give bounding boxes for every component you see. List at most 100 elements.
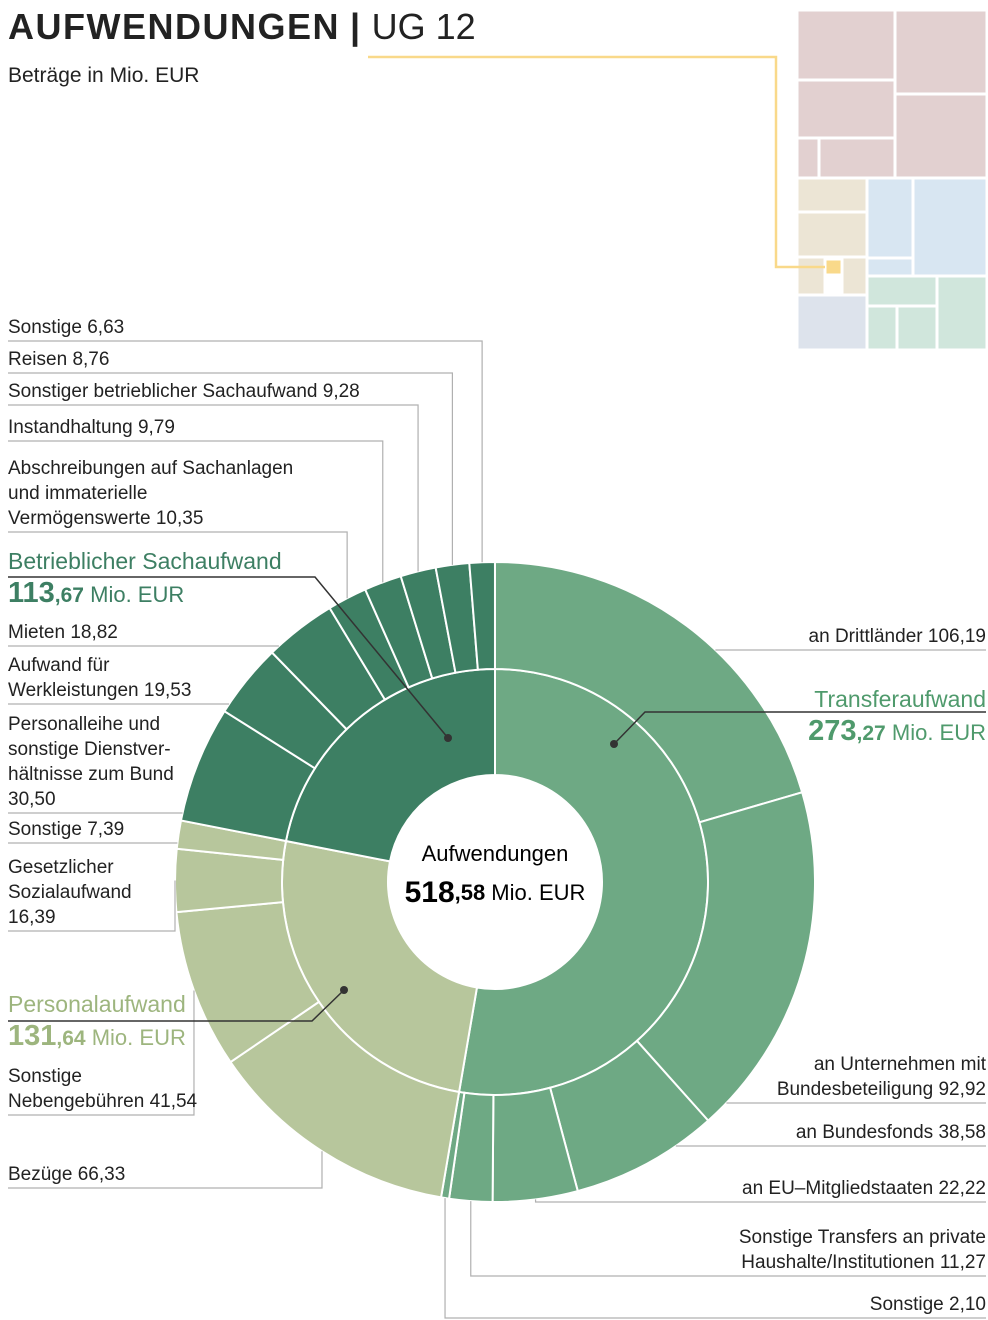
segment-label: Instandhaltung 9,79	[8, 415, 175, 440]
segment-label: Sonstige 6,63	[8, 315, 124, 340]
segment-name: Gesetzlicher Sozialaufwand	[8, 857, 132, 903]
segment-value: 41,54	[149, 1091, 198, 1112]
title-code: UG 12	[371, 6, 476, 47]
thumb-cell	[817, 136, 897, 180]
group-dot	[610, 740, 618, 748]
segment-name: an Unternehmen mit Bundesbeteiligung	[776, 1054, 986, 1100]
segment-label: Abschreibungen auf Sachanlagen und immat…	[8, 456, 293, 531]
segment-value: 6,63	[87, 317, 125, 338]
segment-value: 16,39	[8, 907, 56, 928]
thumb-cell	[795, 176, 869, 214]
group-unit: Mio. EUR	[891, 720, 986, 745]
outer-segment	[468, 560, 496, 671]
thumb-cell	[865, 304, 899, 352]
thumb-cell	[893, 8, 988, 96]
segment-name: Reisen	[8, 349, 68, 370]
thumb-cell	[795, 136, 821, 180]
group-label: Transferaufwand 273,27 Mio. EUR	[808, 685, 986, 752]
segment-name: an Drittländer	[808, 626, 923, 647]
segment-name: Bezüge	[8, 1164, 73, 1185]
group-leader	[613, 711, 986, 745]
segment-value: 19,53	[143, 680, 192, 701]
thumb-cell	[865, 274, 939, 308]
leader-line	[534, 1199, 986, 1203]
leader-line	[8, 372, 454, 565]
leader-line	[8, 440, 384, 583]
segment-value: 38,58	[938, 1122, 986, 1143]
leader-line	[8, 531, 348, 599]
segment-value: 7,39	[87, 819, 125, 840]
segment-value: 106,19	[927, 626, 986, 647]
segment-value: 92,92	[938, 1079, 986, 1100]
group-unit: Mio. EUR	[91, 1025, 186, 1050]
segment-value: 10,35	[155, 508, 204, 529]
leader-line	[8, 340, 483, 563]
thumb-highlight	[823, 257, 844, 277]
group-leader	[8, 576, 449, 739]
segment-value: 8,76	[72, 349, 110, 370]
segment-name: Mieten	[8, 622, 66, 643]
segment-label: an Unternehmen mit Bundesbeteiligung 92,…	[777, 1052, 986, 1102]
outer-segment	[635, 791, 816, 1123]
segment-name: Aufwand für Werkleistungen	[8, 655, 139, 701]
thumb-cell	[840, 255, 869, 297]
segment-name: Sonstige Nebengebühren	[8, 1066, 145, 1112]
title-separator: |	[350, 6, 362, 47]
group-value-line: 131,64 Mio. EUR	[8, 1018, 186, 1057]
subtitle: Beträge in Mio. EUR	[8, 64, 200, 87]
leader-line	[8, 404, 419, 572]
segment-value: 18,82	[70, 622, 118, 643]
segment-label: an Drittländer 106,19	[809, 624, 986, 649]
center-value: 518,58	[405, 876, 486, 909]
segment-value: 2,10	[949, 1294, 986, 1315]
group-name: Betrieblicher Sachaufwand	[8, 548, 282, 574]
segment-label: an EU–Mitgliedstaaten 22,22	[742, 1176, 986, 1201]
segment-label: Bezüge 66,33	[8, 1162, 125, 1187]
segment-label: Sonstige 7,39	[8, 817, 124, 842]
group-name: Personalaufwand	[8, 991, 186, 1017]
connector	[368, 55, 825, 269]
segment-value: 9,79	[137, 417, 175, 438]
group-leader	[8, 989, 345, 1022]
segment-label: Gesetzlicher Sozialaufwand 16,39	[8, 855, 132, 930]
segment-value: 9,28	[322, 381, 360, 402]
segment-label: Mieten 18,82	[8, 620, 118, 645]
group-value: 131,64	[8, 1020, 86, 1052]
segment-name: an Bundesfonds	[795, 1122, 934, 1143]
segment-name: Sonstige	[869, 1294, 944, 1315]
leader-line	[8, 1151, 323, 1189]
segment-name: Sonstige Transfers an private Haushalte/…	[738, 1227, 986, 1273]
outer-segment	[494, 560, 804, 824]
group-name: Transferaufwand	[814, 686, 986, 712]
group-dot	[444, 734, 452, 742]
segment-name: Personalleihe und sonstige Dienstver- hä…	[8, 714, 174, 785]
segment-label: Sonstige Nebengebühren 41,54	[8, 1064, 197, 1114]
thumb-cell	[893, 92, 988, 180]
segment-value: 22,22	[938, 1178, 986, 1199]
segment-name: an EU–Mitgliedstaaten	[742, 1178, 934, 1199]
leader-line	[8, 990, 195, 1116]
thumb-cell	[911, 176, 988, 278]
segment-name: Instandhaltung	[8, 417, 133, 438]
segment-label: an Bundesfonds 38,58	[796, 1120, 986, 1145]
group-label: Betrieblicher Sachaufwand 113,67 Mio. EUR	[8, 547, 282, 614]
segment-label: Reisen 8,76	[8, 347, 109, 372]
group-value-line: 113,67 Mio. EUR	[8, 575, 282, 614]
leader-line	[444, 1198, 986, 1319]
thumb-cell	[795, 293, 869, 352]
segment-label: Sonstige 2,10	[870, 1292, 986, 1317]
rings	[174, 560, 816, 1203]
segment-value: 66,33	[77, 1164, 126, 1185]
group-unit: Mio. EUR	[90, 582, 185, 607]
group-dot	[340, 986, 348, 994]
segment-label: Sonstiger betrieblicher Sachaufwand 9,28	[8, 379, 360, 404]
segment-value: 11,27	[939, 1252, 986, 1273]
thumb-cell	[865, 176, 915, 260]
segment-label: Sonstige Transfers an private Haushalte/…	[739, 1225, 986, 1275]
segment-label: Personalleihe und sonstige Dienstver- hä…	[8, 712, 174, 812]
segment-value: 30,50	[8, 789, 56, 810]
segment-name: Sonstige	[8, 317, 82, 338]
segment-name: Sonstiger betrieblicher Sachaufwand	[8, 381, 318, 402]
